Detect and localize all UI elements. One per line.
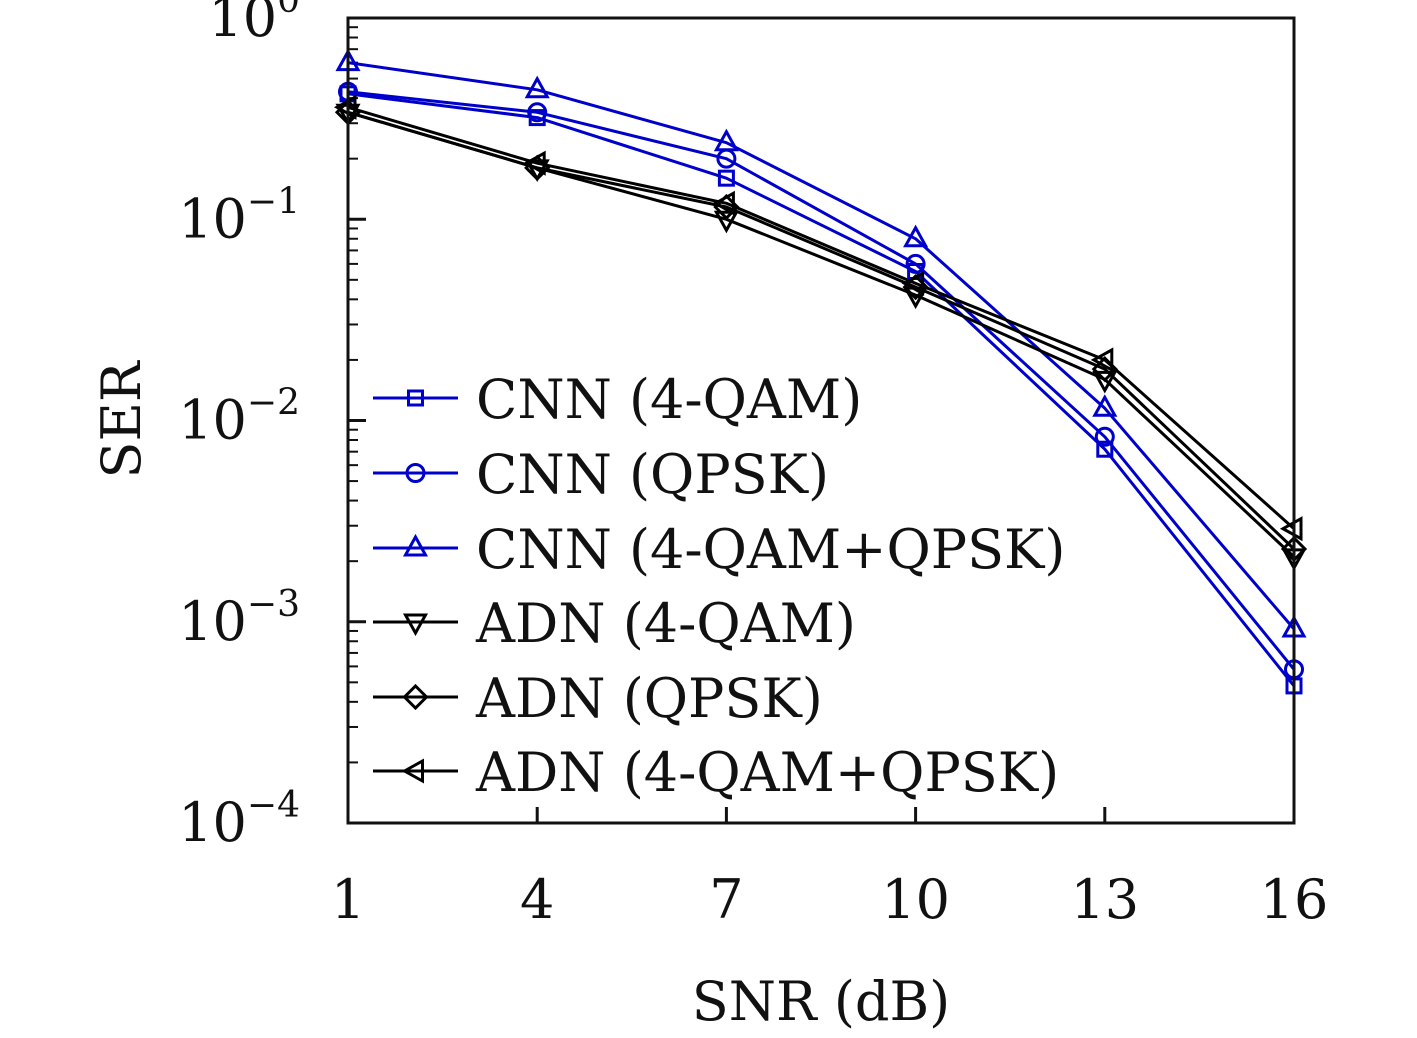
data-point-triangle-down <box>524 159 550 182</box>
series-line-1 <box>347 92 1296 687</box>
legend-label: CNN (4-QAM+QPSK) <box>476 518 1065 581</box>
series-line-6 <box>347 105 1295 530</box>
data-point-triangle-left <box>712 190 735 216</box>
data-point-square <box>717 169 735 187</box>
plot-frame <box>346 16 1296 825</box>
y-tick-label: 10−1 <box>178 181 300 250</box>
y-tick-label: 10−2 <box>178 383 300 452</box>
data-point-triangle-left <box>401 758 424 784</box>
data-point-triangle-left <box>333 94 357 120</box>
data-point-triangle-up <box>402 533 429 557</box>
legend-label: ADN (4-QAM) <box>475 592 856 655</box>
data-point-triangle-left <box>1279 516 1303 542</box>
legend-label: CNN (QPSK) <box>476 443 829 506</box>
x-tick-label: 10 <box>881 868 950 931</box>
series-line-2 <box>347 90 1296 671</box>
data-point-circle <box>527 102 548 123</box>
data-point-circle <box>905 253 926 274</box>
series-line-5 <box>347 110 1296 551</box>
data-point-triangle-up <box>1092 394 1118 417</box>
data-point-triangle-down <box>402 613 429 637</box>
legend: CNN (4-QAM) CNN (QPSK) CNN (4-QAM+QPSK) ADN… <box>373 368 1065 804</box>
data-point-triangle-down <box>1092 370 1118 394</box>
x-tick-labels: 1 4 7 10 13 16 <box>331 868 1329 931</box>
x-tick-label: 16 <box>1260 868 1329 931</box>
data-point-diamond <box>402 683 429 711</box>
x-tick-label: 13 <box>1070 868 1139 931</box>
y-axis-label: SER <box>90 360 153 478</box>
data-point-triangle-up <box>713 128 739 152</box>
x-tick-label: 4 <box>520 868 554 931</box>
y-tick-label: 10−4 <box>178 785 300 854</box>
data-point-triangle-left <box>1090 347 1114 373</box>
series-markers <box>333 48 1308 695</box>
data-point-triangle-up <box>903 224 929 248</box>
x-tick-label: 7 <box>709 868 743 931</box>
series-lines <box>347 61 1296 687</box>
y-tick-labels: 100 10−1 10−2 10−3 10−4 <box>178 0 300 854</box>
data-point-triangle-up <box>524 75 550 99</box>
legend-label: ADN (QPSK) <box>475 667 823 730</box>
data-point-square <box>1096 440 1114 458</box>
data-point-triangle-down <box>713 210 739 234</box>
x-axis-label: SNR (dB) <box>692 970 950 1033</box>
data-point-triangle-left <box>901 270 925 296</box>
y-tick-label: 100 <box>208 0 300 49</box>
x-tick-label: 1 <box>331 868 365 931</box>
legend-label: ADN (4-QAM+QPSK) <box>475 741 1059 804</box>
y-tick-label: 10−3 <box>178 584 300 653</box>
data-point-circle <box>1094 426 1115 447</box>
series-line-3 <box>347 61 1296 630</box>
data-point-square <box>407 389 424 407</box>
legend-label: CNN (4-QAM) <box>476 368 862 431</box>
data-point-circle <box>405 463 426 483</box>
data-point-triangle-left <box>523 150 546 176</box>
